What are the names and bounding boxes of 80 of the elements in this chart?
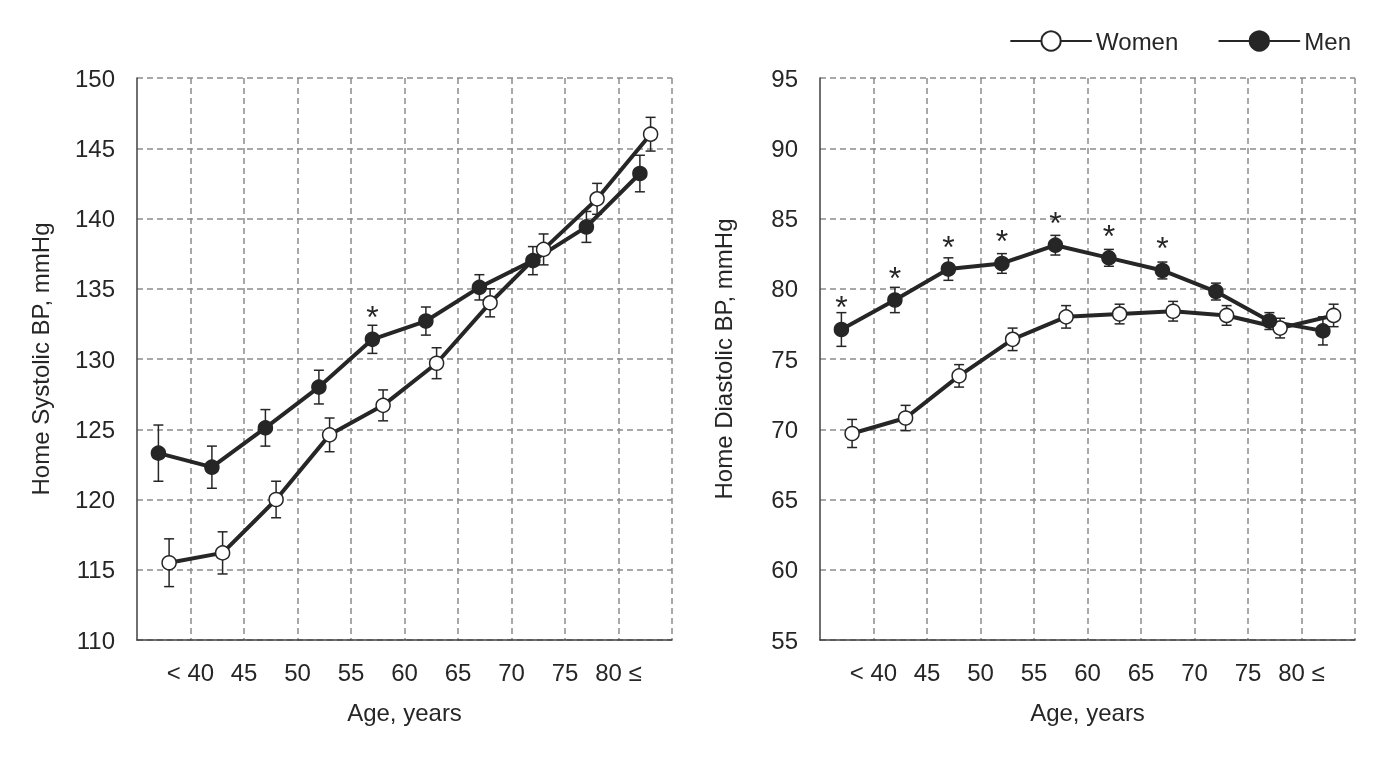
x-axis-title: Age, years: [1030, 698, 1145, 726]
x-axis-title: Age, years: [347, 698, 462, 726]
y-tick-label: 85: [771, 205, 798, 232]
y-tick-label: 75: [771, 345, 798, 373]
point: [632, 165, 648, 182]
x-tick-label: 55: [1020, 658, 1048, 686]
point: [578, 219, 595, 235]
annotation: *: [835, 289, 848, 326]
x-tick-label: 80 ≤: [1278, 658, 1325, 686]
point: [418, 313, 434, 329]
point: [535, 241, 552, 258]
point: [311, 379, 327, 395]
y-tick-label: 115: [76, 556, 115, 584]
point: [364, 331, 381, 348]
y-tick-label: 80: [771, 275, 798, 303]
x-tick-label: 60: [1074, 658, 1101, 686]
x-tick-label: 55: [337, 658, 365, 686]
x-tick-label: 45: [913, 658, 941, 686]
x-tick-label: 70: [1181, 658, 1208, 686]
x-tick-label: < 40: [166, 658, 215, 686]
x-tick-label: 65: [1127, 658, 1155, 686]
point: [525, 252, 541, 269]
annotation: *: [995, 223, 1009, 260]
point: [321, 427, 338, 443]
x-tick-label: < 40: [849, 658, 898, 686]
y-tick-label: 95: [771, 64, 798, 92]
y-tick-label: 145: [74, 134, 115, 162]
x-tick-label: 65: [444, 658, 472, 686]
y-tick-label: 70: [771, 415, 798, 443]
point: [1004, 331, 1021, 348]
y-tick-label: 55: [771, 626, 798, 654]
point: [589, 191, 605, 207]
y-tick-label: 130: [74, 345, 115, 373]
point: [642, 126, 659, 142]
point: [161, 554, 177, 571]
y-tick-label: 120: [74, 486, 115, 513]
point: [204, 459, 220, 475]
point: [1325, 307, 1342, 324]
x-tick-label: 80 ≤: [595, 658, 642, 686]
y-tick-label: 140: [74, 205, 115, 232]
annotation: *: [1102, 217, 1116, 254]
y-tick-label: 90: [771, 134, 798, 162]
point: [150, 445, 167, 461]
x-tick-label: 60: [391, 658, 418, 686]
point: [887, 292, 903, 308]
point: [844, 425, 860, 442]
legend-label: Men: [1304, 27, 1351, 55]
point: [214, 545, 231, 561]
point: [268, 491, 284, 508]
annotation: *: [942, 229, 955, 266]
point: [471, 279, 488, 296]
x-tick-label: 75: [551, 658, 579, 686]
y-tick-label: 150: [74, 64, 115, 92]
x-tick-label: 50: [967, 658, 994, 686]
point: [897, 410, 914, 426]
y-tick-label: 135: [74, 275, 115, 303]
point: [428, 355, 445, 371]
x-tick-label: 45: [230, 658, 258, 686]
y-tick-label: 110: [76, 626, 115, 654]
y-tick-label: 65: [771, 486, 798, 513]
point: [375, 397, 391, 414]
x-tick-label: 75: [1234, 658, 1262, 686]
y-axis-title: Home Systolic BP, mmHg: [26, 222, 54, 496]
annotation: *: [1049, 205, 1062, 242]
y-tick-label: 60: [771, 556, 798, 584]
point: [940, 261, 957, 277]
annotation: *: [1156, 230, 1169, 267]
x-tick-label: 70: [498, 658, 525, 686]
point: [951, 368, 967, 384]
point: [482, 295, 498, 311]
point: [833, 321, 850, 338]
point: [257, 420, 274, 436]
y-tick-label: 125: [74, 415, 115, 443]
annotation: *: [888, 259, 902, 296]
annotation: *: [366, 299, 379, 336]
y-axis-title: Home Diastolic BP, mmHg: [709, 218, 737, 500]
point: [1315, 323, 1331, 339]
x-tick-label: 50: [284, 658, 311, 686]
point: [1058, 309, 1074, 325]
legend-label: Women: [1096, 27, 1179, 55]
